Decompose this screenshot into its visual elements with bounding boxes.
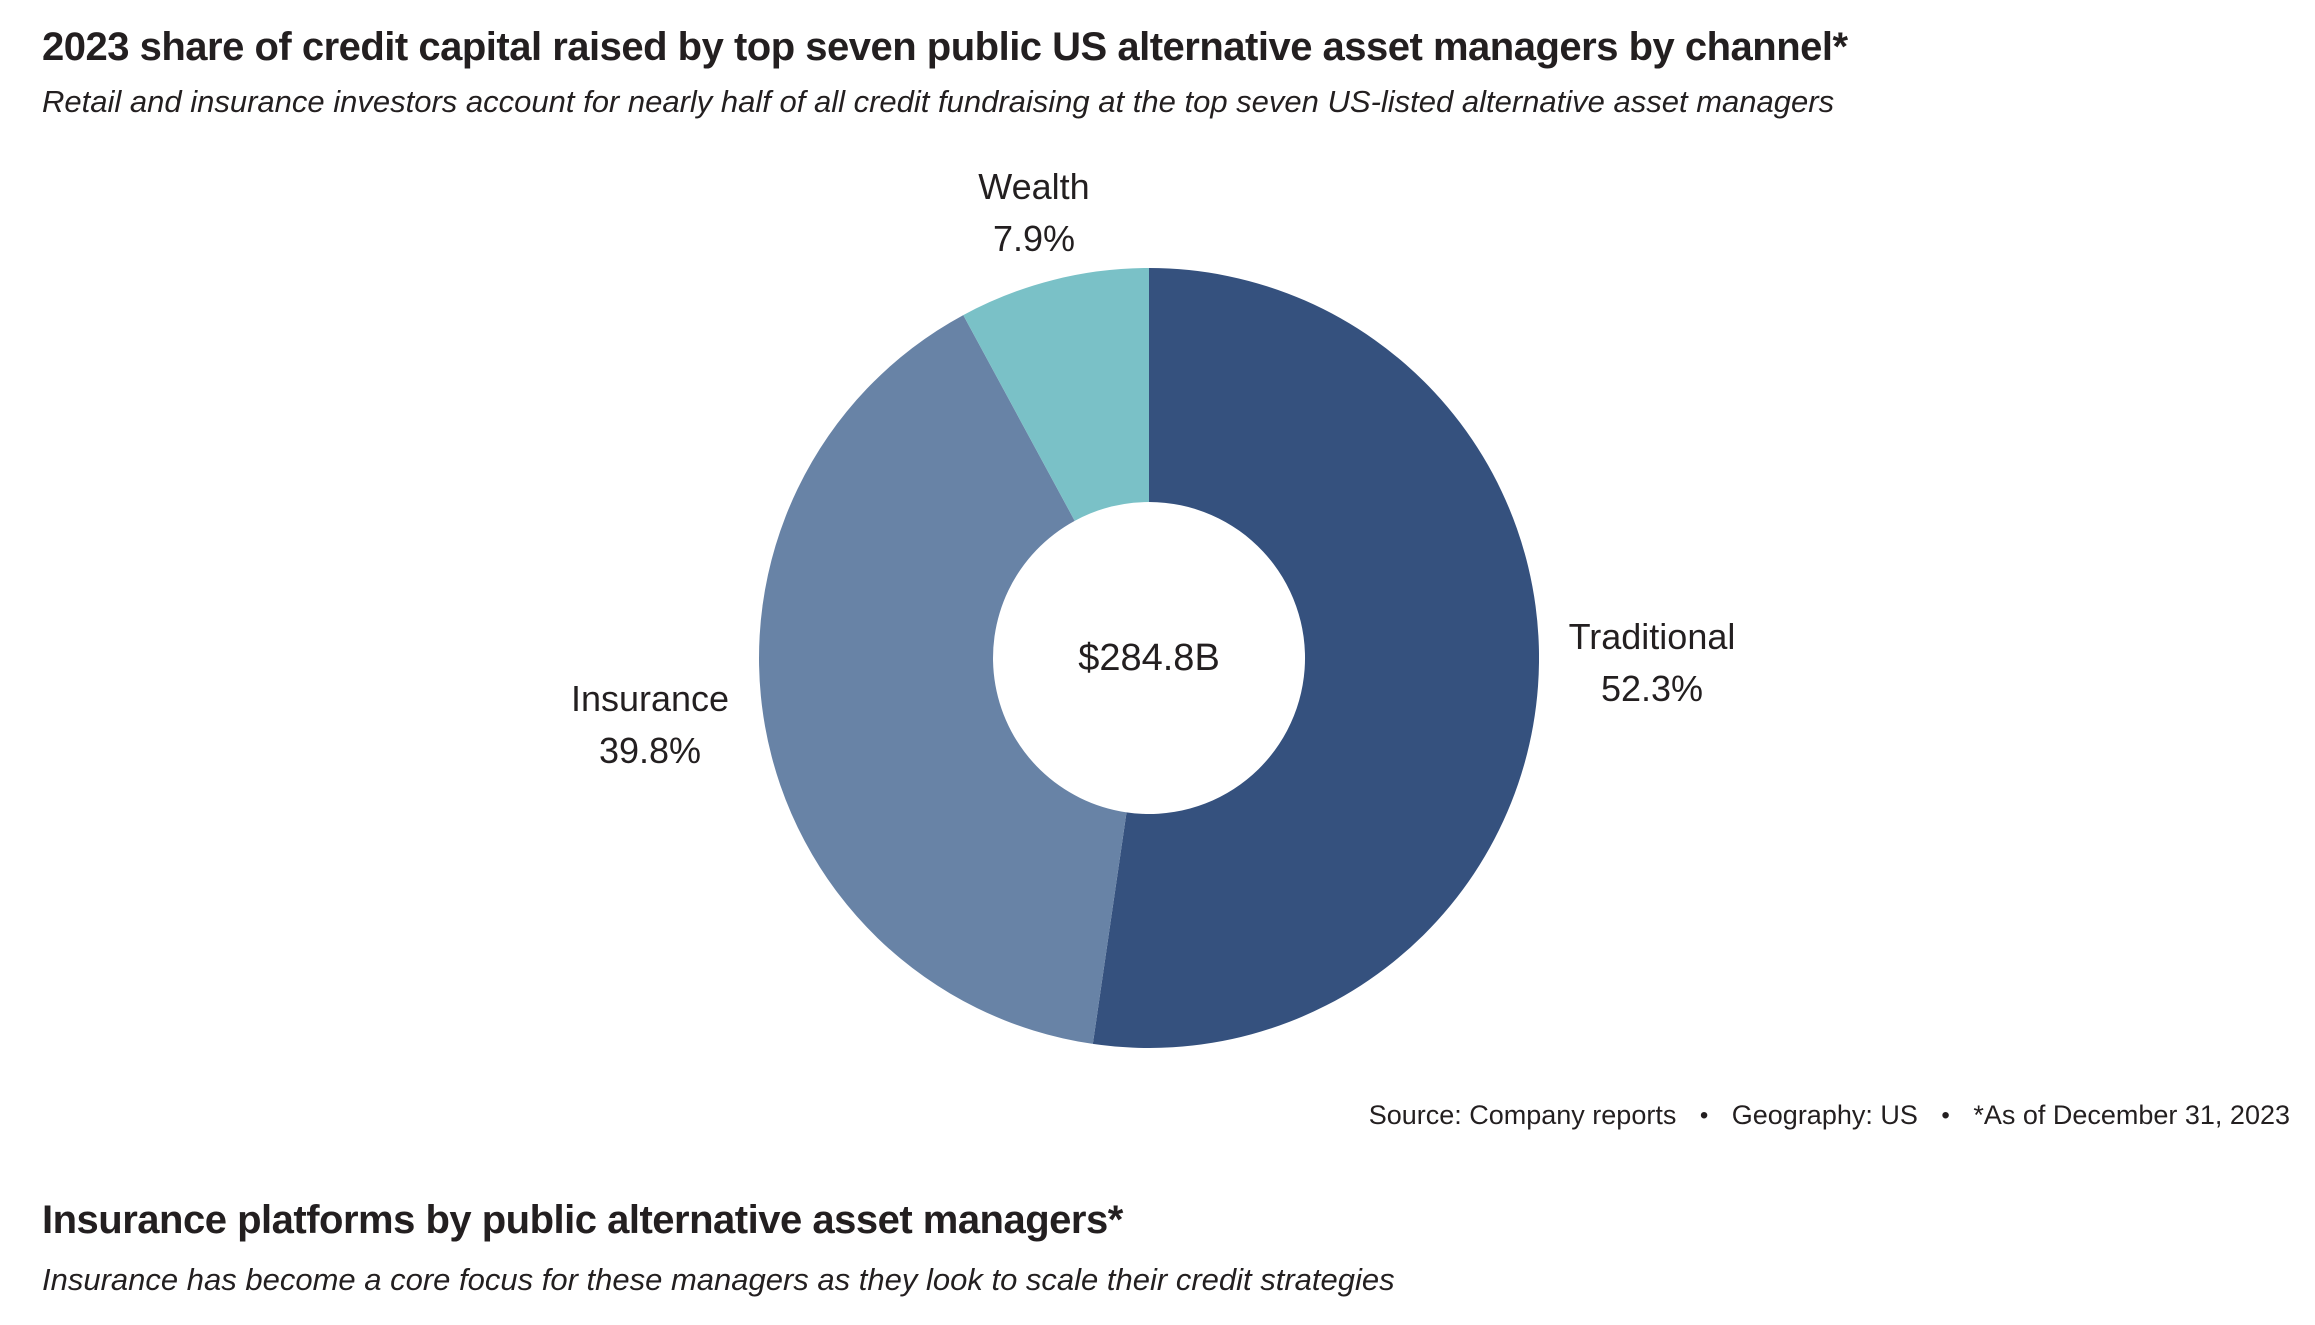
donut-chart-svg — [759, 268, 1539, 1048]
slice-label-traditional: Traditional 52.3% — [1569, 611, 1736, 715]
slice-label-insurance-pct: 39.8% — [598, 730, 702, 771]
chart-subtitle: Retail and insurance investors account f… — [42, 84, 1835, 119]
chart-title: 2023 share of credit capital raised by t… — [42, 25, 1848, 69]
slice-label-insurance: Insurance 39.8% — [571, 673, 729, 777]
slice-insurance — [759, 315, 1127, 1044]
source-note: Source: Company reports • Geography: US … — [1369, 1099, 2290, 1131]
source-note-geography: Geography: US — [1731, 1100, 1918, 1130]
section2-title: Insurance platforms by public alternativ… — [42, 1198, 1123, 1242]
slice-label-insurance-name: Insurance — [570, 678, 730, 719]
slice-label-wealth-pct: 7.9% — [992, 218, 1076, 259]
slice-label-traditional-name: Traditional — [1568, 616, 1736, 657]
bullet-separator-icon: • — [1699, 1102, 1709, 1129]
slice-label-wealth-name: Wealth — [978, 166, 1090, 207]
slice-label-traditional-pct: 52.3% — [1600, 668, 1704, 709]
bullet-separator-icon: • — [1941, 1102, 1950, 1129]
slice-traditional — [1092, 268, 1539, 1048]
slice-wealth — [963, 268, 1149, 521]
source-note-source: Source: Company reports — [1368, 1100, 1677, 1130]
slice-label-wealth: Wealth 7.9% — [978, 161, 1089, 265]
donut-center-total: $284.8B — [1078, 637, 1220, 679]
section2-subtitle: Insurance has become a core focus for th… — [42, 1262, 1395, 1297]
source-note-asof: *As of December 31, 2023 — [1973, 1100, 2290, 1130]
